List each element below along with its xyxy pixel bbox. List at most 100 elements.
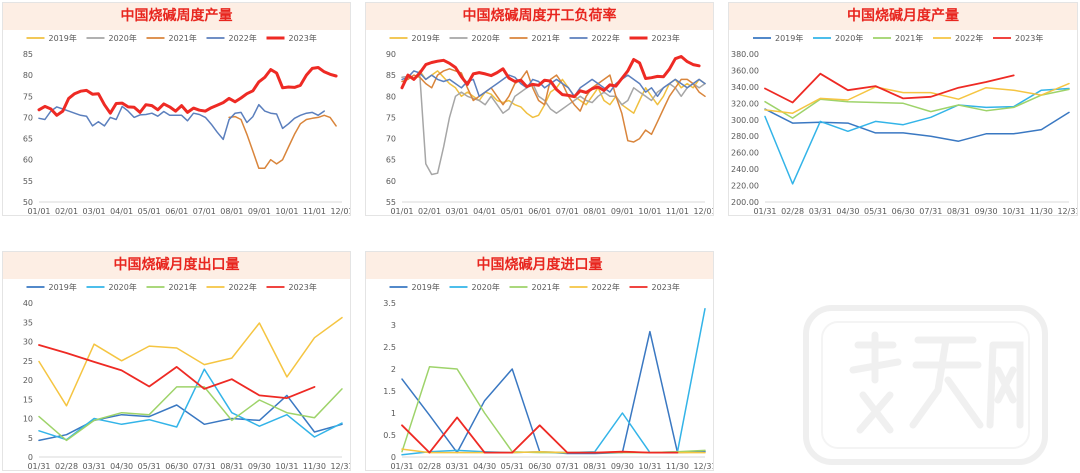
y-tick-label: 380.00 [731,50,759,59]
legend-label: 2020年 [109,282,137,292]
series-line [38,386,343,442]
chart-panel-monthly-output: 中国烧碱月度产量 2019年 2020年 2021年 2022年 2023年 200.00… [728,2,1078,216]
series-line [764,82,1070,114]
legend: 2019年 2020年 2021年 2022年 2023年 [753,33,1043,43]
y-tick-label: 70 [23,113,33,122]
x-tick-label: 10/31 [638,462,661,471]
y-tick-label: 0 [28,453,33,462]
legend-label: 2022年 [229,33,257,43]
y-tick-label: 15 [23,395,33,404]
x-tick-label: 01/31 [753,207,776,216]
y-tick-label: 40 [23,299,33,308]
y-tick-label: 1 [391,409,396,418]
chart-plot: 2019年 2020年 2021年 2022年 2023年 0 5 10 15 20 25 30 35 4… [23,282,350,471]
x-tick-label: 06/30 [165,462,188,471]
legend-label: 2019年 [49,282,77,292]
legend-label: 2019年 [412,282,440,292]
x-tick-label: 04/01 [473,207,496,216]
legend-label: 2023年 [289,33,317,43]
chart-title: 中国烧碱周度产量 [3,3,350,30]
legend-label: 2020年 [835,33,863,43]
series-line [401,416,679,454]
x-tick-label: 12/31 [693,462,713,471]
x-tick-label: 11/01 [303,207,326,216]
x-tick-label: 04/30 [473,462,496,471]
x-tick-label: 09/30 [975,207,998,216]
series-line [401,70,706,98]
x-tick-label: 05/01 [138,207,161,216]
y-tick-label: 0.5 [383,431,396,440]
x-tick-label: 10/01 [275,207,298,216]
chart-plot: 2019年 2020年 2021年 2022年 2023年 200.00 220.00 240… [731,33,1077,216]
chart-plot: 2019年 2020年 2021年 2022年 2023年 50 55 60 65 70 75 80 8… [23,33,350,216]
series-line [38,316,343,407]
legend-label: 2022年 [229,282,257,292]
y-tick-label: 30 [23,338,33,347]
legend: 2019年 2020年 2021年 2022年 2023年 [389,282,680,292]
y-tick-label: 200.00 [731,198,759,207]
x-tick-label: 08/01 [583,207,606,216]
series-line [228,114,337,169]
x-tick-label: 06/01 [528,207,551,216]
legend-label: 2021年 [169,33,197,43]
x-tick-label: 03/01 [83,207,106,216]
chart-plot: 2019年 2020年 2021年 2022年 2023年 0 0.5 1 1.5 2 2.5 3 3.… [383,282,713,471]
y-tick-label: 3.5 [383,299,396,308]
series-line [400,55,701,99]
y-tick-label: 25 [23,357,33,366]
x-tick-label: 09/01 [611,207,634,216]
watermark-seal [803,305,1048,465]
y-tick-label: 50 [23,198,33,207]
x-tick-label: 02/01 [55,207,78,216]
y-tick-label: 360.00 [731,66,759,75]
y-tick-label: 2 [391,365,396,374]
x-tick-label: 11/30 [666,462,689,471]
y-tick-label: 85 [386,71,396,80]
series-line [401,68,706,143]
x-tick-label: 06/30 [528,462,551,471]
x-tick-label: 11/30 [1030,207,1053,216]
x-tick-label: 11/30 [303,462,326,471]
x-tick-label: 08/31 [220,462,243,471]
chart-panel-monthly-import: 中国烧碱月度进口量 2019年 2020年 2021年 2022年 2023年 0 0.5 1… [365,251,714,471]
legend-label: 2019年 [412,33,440,43]
y-tick-label: 220.00 [731,182,759,191]
x-tick-label: 05/31 [138,462,161,471]
x-tick-label: 06/01 [165,207,188,216]
legend-label: 2019年 [775,33,803,43]
chart-panel-weekly-output: 中国烧碱周度产量 2019年 2020年 2021年 2022年 2023年 50 55 60… [2,2,351,216]
y-tick-label: 85 [23,50,33,59]
series-line [38,394,343,442]
y-tick-label: 20 [23,376,33,385]
x-tick-label: 05/31 [501,462,524,471]
x-tick-label: 03/31 [446,462,469,471]
legend-label: 2021年 [895,33,923,43]
legend-label: 2020年 [472,33,500,43]
x-tick-label: 12/01 [693,207,713,216]
x-tick-label: 06/30 [892,207,915,216]
x-tick-label: 07/31 [919,207,942,216]
chart-panel-monthly-export: 中国烧碱月度出口量 2019年 2020年 2021年 2022年 2023年 0 5 10 1… [2,251,351,471]
y-tick-label: 80 [386,92,396,101]
chart-title: 中国烧碱月度进口量 [366,252,713,279]
y-tick-label: 75 [386,113,396,122]
series-line [401,330,706,455]
x-tick-label: 01/01 [390,207,413,216]
legend-label: 2021年 [532,282,560,292]
x-tick-label: 08/31 [947,207,970,216]
series-line [401,70,706,119]
legend: 2019年 2020年 2021年 2022年 2023年 [26,282,317,292]
legend-label: 2023年 [1015,33,1043,43]
legend-label: 2022年 [592,282,620,292]
y-tick-label: 60 [23,156,33,165]
series-line [38,103,325,141]
series-line [764,87,1070,185]
x-tick-label: 10/31 [1002,207,1025,216]
y-tick-label: 55 [386,198,396,207]
y-tick-label: 70 [386,135,396,144]
y-tick-label: 260.00 [731,149,759,158]
x-tick-label: 10/31 [275,462,298,471]
series-line [401,307,706,456]
y-tick-label: 320.00 [731,99,759,108]
series-line [764,72,1015,104]
